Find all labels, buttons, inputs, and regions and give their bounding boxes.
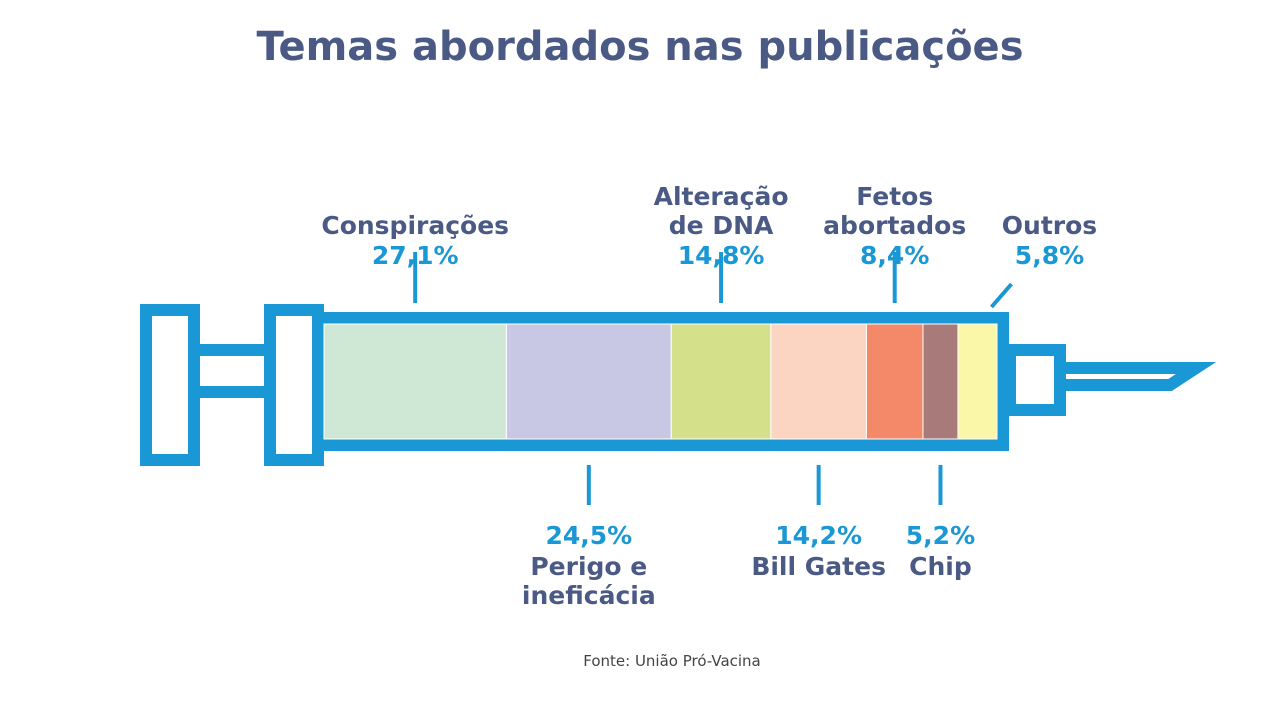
segment-label: Conspirações 27,1% (321, 211, 509, 272)
source: Fonte: União Pró-Vacina (583, 652, 761, 670)
bar-segment (865, 323, 924, 440)
value-label: 5,8% (1014, 241, 1085, 270)
syringe-highlights (165, 320, 299, 450)
category-label: Alteração de DNA (653, 182, 789, 240)
value-label: 14,8% (677, 241, 765, 270)
category-label: Chip (909, 552, 972, 581)
category-label: Conspirações (321, 211, 510, 240)
category-label: Fetos abortados (823, 182, 967, 240)
bar-segment (922, 323, 959, 440)
value-label: 24,5% (545, 521, 633, 550)
category-label: Bill Gates (751, 552, 886, 581)
value-label: 5,2% (905, 521, 976, 550)
segment-label: Alteração de DNA 14,8% (641, 182, 801, 272)
segment-label: 5,2% Chip (865, 520, 1015, 581)
value-label: 27,1% (371, 241, 459, 270)
leader-line (989, 282, 1013, 309)
category-label: Perigo e ineficácia (521, 552, 656, 610)
segment-label: Fetos abortados 8,4% (815, 182, 975, 272)
category-label: Outros (1001, 211, 1098, 240)
value-label: 8,4% (860, 241, 930, 270)
segment-label: 14,2% Bill Gates (744, 520, 894, 581)
value-label: 14,2% (775, 521, 862, 550)
bar-segment (770, 323, 867, 440)
bar-segment (323, 323, 507, 440)
bar-segment (670, 323, 772, 440)
bar-segment (505, 323, 672, 440)
syringe-outline (140, 304, 1217, 466)
segment-label: Outros 5,8% (969, 211, 1129, 272)
bar-segment (957, 323, 998, 440)
segment-label: 24,5% Perigo e ineficácia (514, 520, 664, 610)
chart-title: Temas abordados nas publicações (256, 24, 1024, 70)
